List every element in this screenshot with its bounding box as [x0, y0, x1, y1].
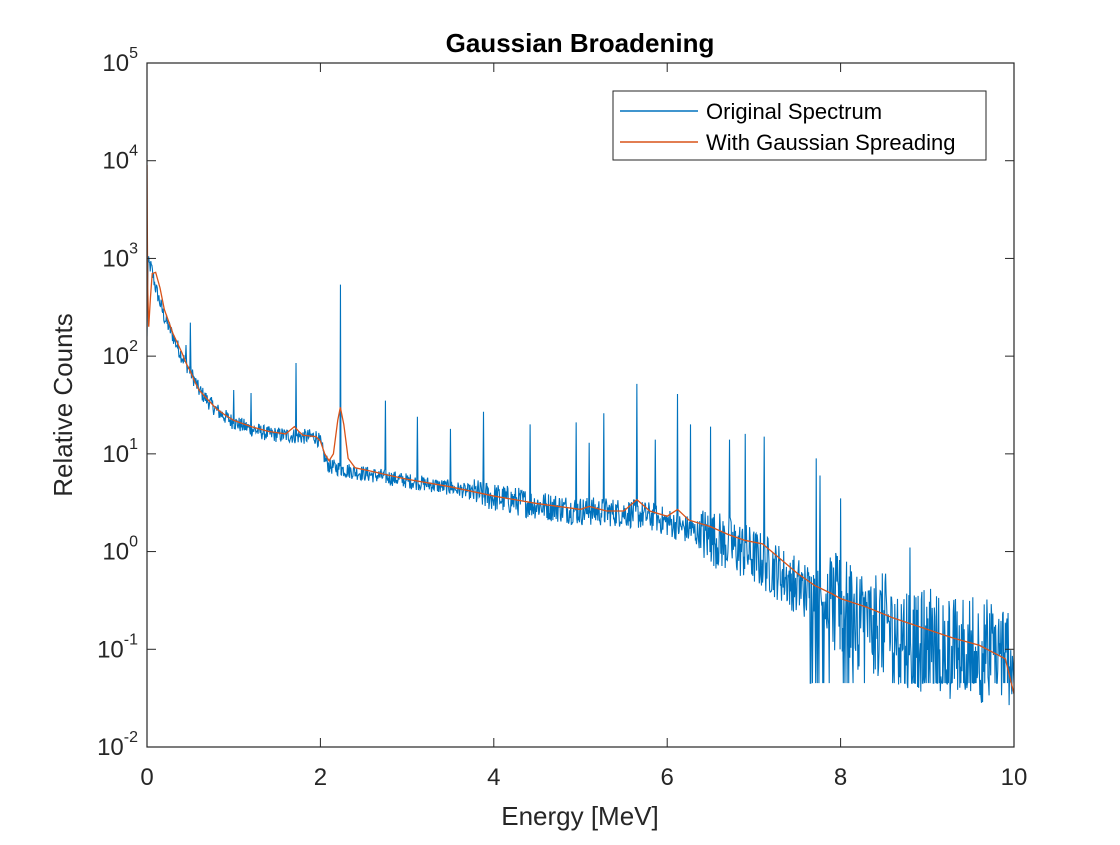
y-tick-label: 105 — [102, 45, 138, 77]
series-line-original-spectrum — [147, 256, 1014, 706]
y-tick-label: 10-1 — [97, 631, 138, 663]
y-tick-label: 104 — [102, 143, 138, 175]
legend-box — [612, 90, 987, 161]
chart-title: Gaussian Broadening — [446, 28, 715, 58]
x-tick-label: 8 — [834, 764, 847, 791]
y-tick-label: 10-2 — [97, 729, 138, 761]
x-axis-label: Energy [MeV] — [501, 801, 659, 831]
x-tick-label: 0 — [140, 764, 153, 791]
y-tick-label: 102 — [102, 338, 138, 370]
y-tick-label: 100 — [102, 534, 138, 566]
axis-ticks: 0 2 4 6 8 10 10-2 10-1 100 101 102 103 104 105 — [97, 45, 1027, 791]
x-tick-label: 2 — [314, 764, 327, 791]
x-tick-label: 6 — [661, 764, 674, 791]
plot-frame — [146, 62, 1015, 748]
legend: Original Spectrum With Gaussian Spreadin… — [612, 90, 987, 161]
x-tick-label: 4 — [487, 764, 500, 791]
legend-label-gaussian: With Gaussian Spreading — [706, 130, 955, 155]
y-tick-label: 103 — [102, 240, 138, 272]
y-tick-label: 101 — [102, 436, 138, 468]
plot-area — [147, 165, 1014, 706]
y-axis-label: Relative Counts — [48, 313, 78, 497]
legend-label-original: Original Spectrum — [706, 99, 882, 124]
series-line-gaussian-spreading — [147, 165, 1014, 694]
x-tick-label: 10 — [1001, 764, 1028, 791]
